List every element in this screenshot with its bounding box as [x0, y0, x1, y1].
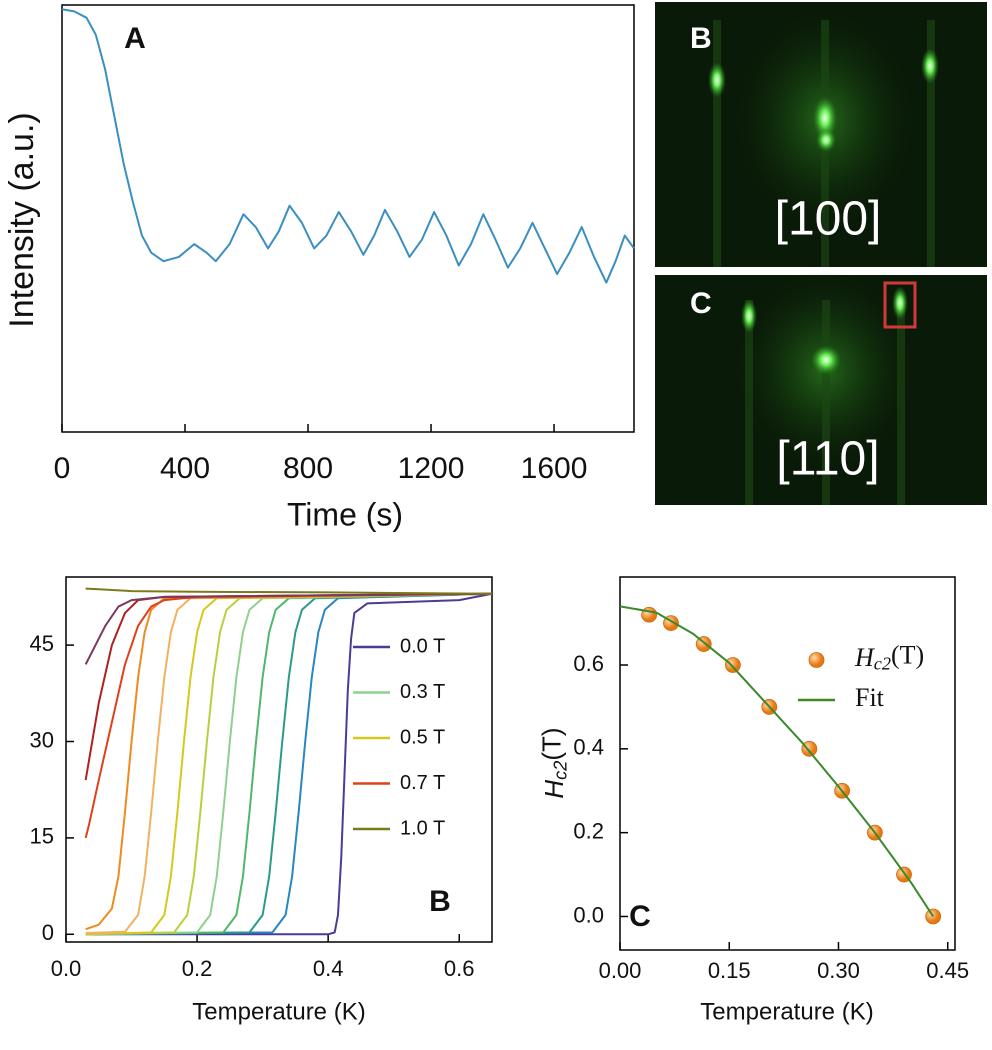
data-point: [724, 657, 741, 673]
plot-frame: [61, 4, 635, 433]
panel-label: B: [429, 885, 451, 918]
legend-label: Hc2(T): [854, 641, 924, 674]
data-line: [85, 592, 493, 936]
data-line: [84, 592, 493, 665]
x-tick-label: 0.0: [51, 956, 82, 981]
y-axis-label: Hc2(T): [537, 727, 571, 798]
y-tick-label: 0: [42, 920, 54, 945]
data-line: [85, 592, 493, 936]
y-tick-label: 45: [30, 631, 54, 656]
legend-label: 0.0 T: [400, 635, 445, 657]
x-tick-label: 0.15: [708, 958, 751, 983]
data-line: [84, 592, 493, 839]
data-point: [801, 740, 818, 757]
y-tick-label: 0.0: [573, 902, 604, 927]
plot-frame: [619, 576, 956, 951]
data-line: [85, 587, 493, 595]
y-axis-label: Intensity (a.u.): [3, 112, 41, 327]
panel-label: A: [124, 22, 146, 55]
data-point: [925, 908, 942, 925]
x-tick-label: 0.30: [817, 958, 860, 983]
plot-frame: [65, 576, 493, 943]
image-label: B: [690, 22, 712, 55]
image-caption: [100]: [775, 193, 882, 246]
legend-label: 1.0 T: [400, 817, 445, 839]
x-axis-label: Temperature (K): [700, 998, 873, 1025]
panel-label: C: [629, 900, 651, 933]
y-tick-label: 15: [30, 824, 54, 849]
legend-swatch: [808, 652, 825, 668]
data-line: [85, 592, 493, 936]
data-line: [85, 592, 493, 931]
data-line: [85, 592, 493, 934]
y-tick-label: 0.6: [573, 651, 604, 676]
panel: 0 400 800 1200 1600 Time (s) Intensity (a.u.) A: [3, 4, 635, 532]
panel: 0.00 0.15 0.30 0.45 0.0 0.2 0.4 0.6 Temperature …: [537, 576, 969, 1025]
data-line: [85, 592, 493, 936]
x-axis-label: Temperature (K): [192, 998, 365, 1025]
y-tick-label: 0.2: [573, 818, 604, 843]
data-line: [85, 592, 493, 936]
x-tick-label: 0.2: [182, 956, 213, 981]
image-label: C: [690, 287, 712, 320]
x-tick-label: 0.00: [599, 958, 642, 983]
data-line: [85, 592, 493, 936]
x-tick-label: 0.4: [313, 956, 344, 981]
legend-label: 0.3 T: [400, 681, 445, 703]
y-tick-label: 0.4: [573, 735, 604, 760]
y-tick-label: 30: [30, 727, 54, 752]
highlight-box: [883, 281, 917, 329]
x-tick-label: 400: [160, 452, 210, 485]
rheed-image-c: C [110]: [655, 270, 987, 505]
rheed-image-b: B [100]: [655, 2, 987, 267]
legend-label: Fit: [855, 683, 885, 712]
x-tick-label: 800: [283, 452, 333, 485]
data-line: [85, 592, 493, 936]
x-tick-label: 1200: [398, 452, 465, 485]
x-axis-label: Time (s): [287, 496, 403, 532]
x-tick-label: 0: [54, 452, 71, 485]
data-line: [619, 605, 934, 918]
legend-label: 0.7 T: [400, 772, 445, 794]
x-tick-label: 1600: [521, 452, 588, 485]
legend-label: 0.5 T: [400, 726, 445, 748]
x-tick-label: 0.45: [926, 958, 969, 983]
image-caption: [110]: [776, 433, 879, 486]
panel: 0.0 0.2 0.4 0.6 0 15 30 45 Temperature (K) 0.0 T 0…: [30, 576, 493, 1025]
x-tick-label: 0.6: [444, 956, 475, 981]
data-line: [61, 8, 635, 284]
